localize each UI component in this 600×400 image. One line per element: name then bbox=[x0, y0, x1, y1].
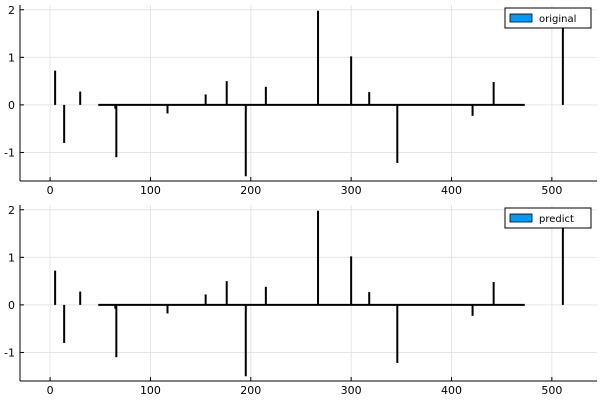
y-tick-label: 0 bbox=[8, 99, 15, 112]
y-tick-label: 2 bbox=[8, 204, 15, 217]
x-tick-label: 200 bbox=[240, 384, 261, 397]
x-tick-label: 100 bbox=[140, 384, 161, 397]
legend-label: predict bbox=[539, 214, 574, 225]
y-tick-label: 0 bbox=[8, 299, 15, 312]
y-tick-label: -1 bbox=[4, 146, 15, 159]
y-tick-label: 1 bbox=[8, 51, 15, 64]
y-tick-label: 1 bbox=[8, 251, 15, 264]
x-tick-label: 0 bbox=[47, 384, 54, 397]
x-tick-label: 300 bbox=[341, 384, 362, 397]
x-tick-label: 400 bbox=[441, 384, 462, 397]
x-tick-label: 500 bbox=[541, 384, 562, 397]
legend-box bbox=[504, 207, 592, 229]
x-tick-label: 500 bbox=[541, 184, 562, 197]
chart-panel-1: 0 100 200 300 400 500 -1 0 1 2 original bbox=[4, 4, 597, 197]
x-tick-label: 200 bbox=[240, 184, 261, 197]
y-tick-label: -1 bbox=[4, 346, 15, 359]
y-tick-label: 2 bbox=[8, 4, 15, 17]
legend-box bbox=[504, 7, 592, 29]
legend: predict bbox=[504, 207, 592, 229]
legend-swatch bbox=[509, 213, 533, 223]
x-tick-label: 400 bbox=[441, 184, 462, 197]
x-tick-label: 100 bbox=[140, 184, 161, 197]
legend-swatch bbox=[509, 13, 533, 23]
x-tick-label: 0 bbox=[47, 184, 54, 197]
legend: original bbox=[504, 7, 592, 29]
x-tick-label: 300 bbox=[341, 184, 362, 197]
legend-label: original bbox=[539, 14, 576, 25]
chart-panel-2: 0 100 200 300 400 500 -1 0 1 2 predict bbox=[4, 204, 597, 397]
